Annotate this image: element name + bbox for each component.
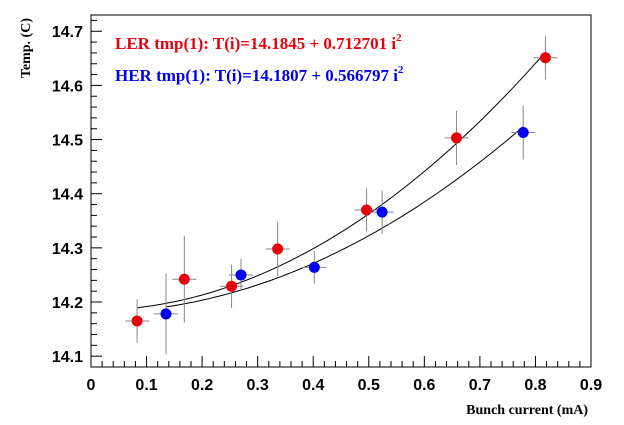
- x-tick-label: 0.4: [302, 377, 324, 394]
- data-point: [226, 280, 238, 292]
- plot-frame: [90, 14, 592, 368]
- x-tick-label: 0.5: [358, 377, 380, 394]
- ticks: 0 0.1 0.2 0.3 0.4 0.5 0.6 0.7 0.8 0.9 14.1 14.2 14.3…: [52, 19, 602, 394]
- data-points: [125, 36, 558, 355]
- data-point: [272, 243, 284, 255]
- x-tick-label: 0.6: [413, 377, 435, 394]
- fit-curve: [137, 51, 546, 309]
- legend-entry: LER tmp(1): T(i)=14.1845 + 0.712701 i2: [115, 32, 402, 53]
- fit-curve: [165, 126, 524, 308]
- data-point: [539, 52, 551, 64]
- x-tick-label: 0.7: [469, 377, 491, 394]
- data-point: [308, 261, 320, 273]
- legend-label: HER tmp(1): T(i)=14.1807 + 0.566797 i: [115, 66, 398, 85]
- legend-label: LER tmp(1): T(i)=14.1845 + 0.712701 i: [115, 34, 396, 53]
- data-point: [451, 132, 463, 144]
- x-tick-label: 0.8: [524, 377, 546, 394]
- y-tick-label: 14.2: [52, 295, 83, 312]
- data-point: [235, 269, 247, 281]
- data-point: [361, 204, 373, 216]
- data-point: [160, 308, 172, 320]
- data-point: [376, 206, 388, 218]
- y-tick-label: 14.4: [52, 187, 83, 204]
- data-point: [517, 127, 529, 139]
- y-tick-label: 14.1: [52, 349, 83, 366]
- x-tick-label: 0.3: [247, 377, 269, 394]
- y-tick-label: 14.5: [52, 133, 83, 150]
- legend-superscript: 2: [398, 64, 404, 76]
- x-tick-label: 0.2: [191, 377, 213, 394]
- x-tick-label: 0: [87, 377, 96, 394]
- y-tick-label: 14.7: [52, 24, 83, 41]
- y-tick-label: 14.6: [52, 78, 83, 95]
- data-point: [131, 315, 143, 327]
- y-axis-label: Temp. (C): [19, 18, 34, 78]
- legend-superscript: 2: [396, 32, 402, 44]
- x-axis-label: Bunch current (mA): [466, 403, 588, 418]
- y-tick-label: 14.3: [52, 241, 83, 258]
- legend: LER tmp(1): T(i)=14.1845 + 0.712701 i2HE…: [115, 32, 404, 85]
- x-tick-label: 0.9: [580, 377, 602, 394]
- x-tick-label: 0.1: [135, 377, 157, 394]
- legend-entry: HER tmp(1): T(i)=14.1807 + 0.566797 i2: [115, 64, 404, 85]
- fit-curves: [137, 51, 546, 309]
- data-point: [178, 273, 190, 285]
